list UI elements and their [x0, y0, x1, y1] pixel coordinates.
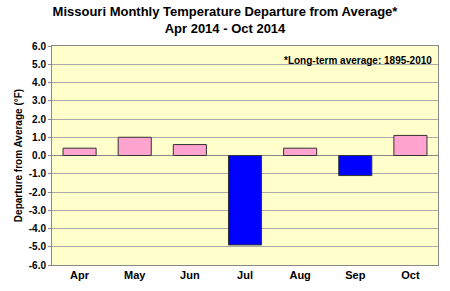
svg-text:6.0: 6.0	[32, 41, 46, 52]
svg-text:Oct: Oct	[401, 269, 420, 281]
svg-text:Apr: Apr	[70, 269, 90, 281]
svg-text:5.0: 5.0	[32, 59, 46, 70]
svg-text:0.0: 0.0	[32, 150, 46, 161]
svg-text:2.0: 2.0	[32, 114, 46, 125]
svg-text:Departure from Average (°F): Departure from Average (°F)	[13, 89, 24, 222]
svg-text:-2.0: -2.0	[29, 187, 47, 198]
svg-text:3.0: 3.0	[32, 95, 46, 106]
svg-text:Missouri Monthly Temperature D: Missouri Monthly Temperature Departure f…	[53, 4, 399, 36]
svg-text:Jun: Jun	[180, 269, 200, 281]
svg-text:-6.0: -6.0	[29, 260, 47, 271]
svg-text:*Long-term average: 1895-2010: *Long-term average: 1895-2010	[284, 55, 432, 66]
svg-text:May: May	[124, 269, 146, 281]
svg-text:-1.0: -1.0	[29, 168, 47, 179]
svg-text:Jul: Jul	[237, 269, 253, 281]
svg-text:-3.0: -3.0	[29, 205, 47, 216]
svg-text:1.0: 1.0	[32, 132, 46, 143]
svg-text:-4.0: -4.0	[29, 223, 47, 234]
svg-text:4.0: 4.0	[32, 77, 46, 88]
svg-text:-5.0: -5.0	[29, 241, 47, 252]
svg-text:Aug: Aug	[289, 269, 310, 281]
svg-text:Sep: Sep	[345, 269, 365, 281]
